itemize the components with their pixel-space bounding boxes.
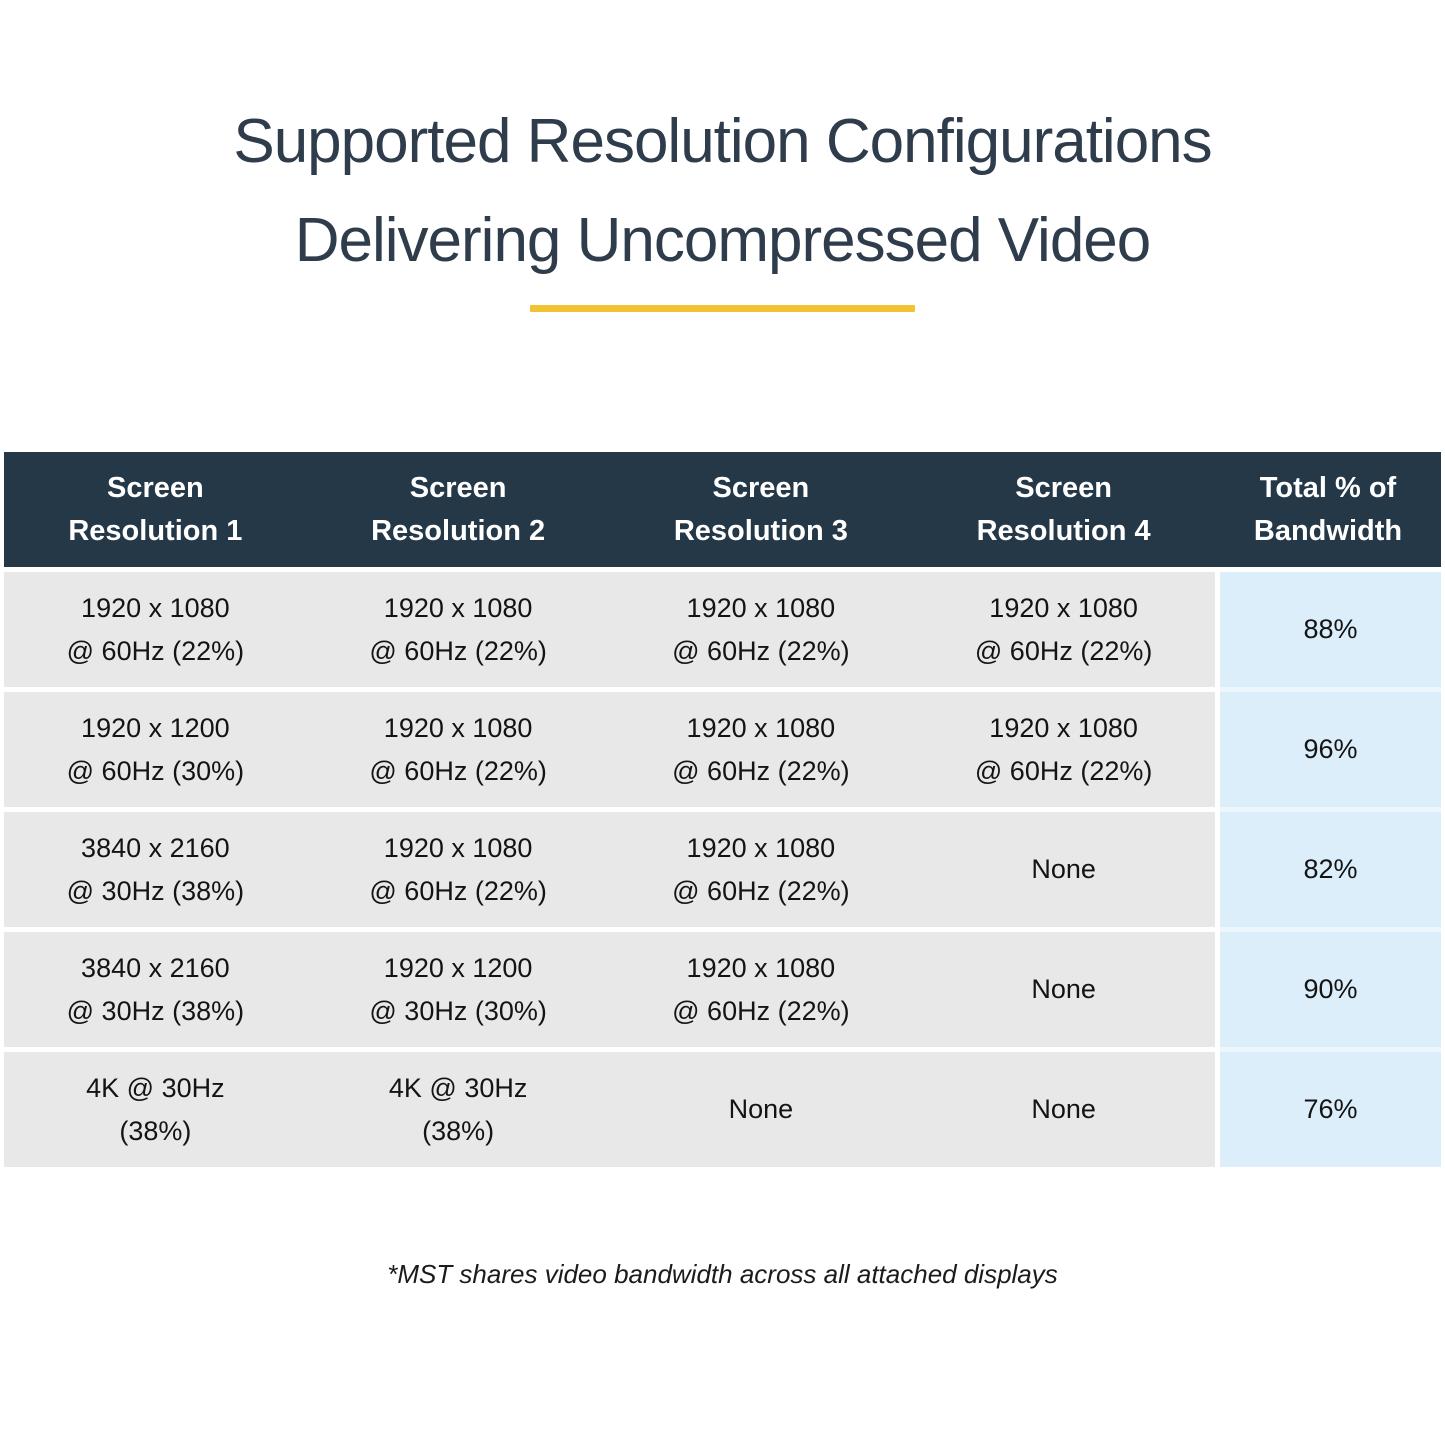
page-title-line-2: Delivering Uncompressed Video [294,206,1152,275]
resolution-cell: 3840 x 2160 @ 30Hz (38%) [66,832,245,906]
resolution-cell: 1920 x 1080 @ 60Hz (22%) [672,712,850,786]
resolution-table: Screen Resolution 1 Screen Resolution 2 … [4,452,1441,1167]
resolution-cell: 1920 x 1200 @ 30Hz (30%) [369,952,547,1026]
header-cell-total-bandwidth: Total % of Bandwidth [1253,471,1403,547]
bandwidth-cell: 76% [1220,1052,1441,1167]
table-row: 1920 x 1200 @ 60Hz (30%) 1920 x 1080 @ 6… [4,692,1441,807]
resolution-cell: None [1031,1094,1096,1124]
resolution-cell: 1920 x 1080 @ 60Hz (22%) [672,592,850,666]
resolution-cell: 1920 x 1080 @ 60Hz (22%) [974,712,1153,786]
bandwidth-cell: 88% [1220,572,1441,687]
resolution-cell: 3840 x 2160 @ 30Hz (38%) [66,952,245,1026]
resolution-cell: 1920 x 1080 @ 60Hz (22%) [974,592,1153,666]
title-underline-accent [530,305,915,312]
resolution-cell: 1920 x 1080 @ 60Hz (22%) [672,832,850,906]
bandwidth-cell: 90% [1220,932,1441,1047]
table-row: 1920 x 1080 @ 60Hz (22%) 1920 x 1080 @ 6… [4,572,1441,687]
resolution-cell-group: 1920 x 1080 @ 60Hz (22%) 1920 x 1080 @ 6… [4,572,1215,687]
table-header-row: Screen Resolution 1 Screen Resolution 2 … [4,452,1441,567]
bandwidth-cell: 82% [1220,812,1441,927]
resolution-cell: 4K @ 30Hz (38%) [388,1072,528,1146]
resolution-cell: 1920 x 1080 @ 60Hz (22%) [66,592,245,666]
resolution-cell-group: 1920 x 1200 @ 60Hz (30%) 1920 x 1080 @ 6… [4,692,1215,807]
table-row: 3840 x 2160 @ 30Hz (38%) 1920 x 1200 @ 3… [4,932,1441,1047]
resolution-cell: 4K @ 30Hz (38%) [86,1072,225,1146]
resolution-cell: 1920 x 1200 @ 60Hz (30%) [66,712,245,786]
header-cell-screen-resolution-4: Screen Resolution 4 [976,471,1151,547]
resolution-cell: 1920 x 1080 @ 60Hz (22%) [369,712,547,786]
resolution-cell-group: 4K @ 30Hz (38%) 4K @ 30Hz (38%) None Non… [4,1052,1215,1167]
page-title-line-1: Supported Resolution Configurations [233,107,1212,176]
page-title: Supported Resolution Configurations Deli… [0,92,1445,290]
header-cell-screen-resolution-2: Screen Resolution 2 [371,471,546,547]
resolution-cell: 1920 x 1080 @ 60Hz (22%) [672,952,850,1026]
resolution-cell: None [1031,974,1096,1004]
mst-footnote: *MST shares video bandwidth across all a… [387,1259,1058,1289]
table-body: 1920 x 1080 @ 60Hz (22%) 1920 x 1080 @ 6… [4,572,1441,1167]
resolution-cell: 1920 x 1080 @ 60Hz (22%) [369,592,547,666]
resolution-cell-group: 3840 x 2160 @ 30Hz (38%) 1920 x 1200 @ 3… [4,932,1215,1047]
header-cell-screen-resolution-3: Screen Resolution 3 [673,471,848,547]
table-row: 3840 x 2160 @ 30Hz (38%) 1920 x 1080 @ 6… [4,812,1441,927]
resolution-cell: None [1031,854,1096,884]
resolution-cell: 1920 x 1080 @ 60Hz (22%) [369,832,547,906]
table-row: 4K @ 30Hz (38%) 4K @ 30Hz (38%) None Non… [4,1052,1441,1167]
resolution-cell: None [728,1094,794,1124]
bandwidth-cell: 96% [1220,692,1441,807]
header-cell-screen-resolution-1: Screen Resolution 1 [68,471,243,547]
resolution-cell-group: 3840 x 2160 @ 30Hz (38%) 1920 x 1080 @ 6… [4,812,1215,927]
